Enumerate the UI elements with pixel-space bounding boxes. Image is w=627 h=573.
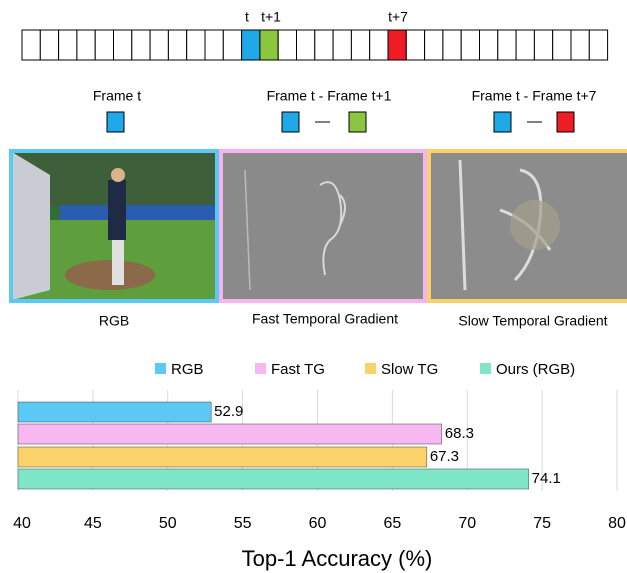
bar: [17, 401, 212, 423]
frame-cell: [570, 29, 590, 61]
legend-label: Ours (RGB): [496, 361, 575, 378]
frame-cell: [405, 29, 426, 61]
strip-label: t+7: [388, 9, 408, 25]
frame-strip: [21, 29, 609, 61]
caption: Fast Temporal Gradient: [252, 311, 398, 327]
frame-cell: [204, 29, 224, 61]
frame-icons: [106, 111, 575, 133]
frame-cell: [460, 29, 481, 61]
legend-swatch: [365, 363, 376, 374]
legend-swatch: [255, 363, 266, 374]
x-tick-label: 55: [234, 515, 252, 532]
frame-cell: [479, 29, 499, 61]
frame-cell: [442, 29, 462, 61]
x-tick-label: 75: [533, 515, 551, 532]
frame-cell: [149, 29, 169, 61]
x-tick-label: 50: [159, 515, 177, 532]
frame-label: Frame t - Frame t+7: [472, 88, 597, 104]
x-tick-label: 45: [84, 515, 102, 532]
value-label: 68.3: [445, 425, 474, 442]
strip-label: t: [245, 9, 249, 25]
value-label: 52.9: [214, 403, 243, 420]
frame-cell: [277, 29, 298, 61]
x-tick-label: 80: [608, 515, 626, 532]
caption: RGB: [99, 313, 129, 329]
image-border: [9, 149, 219, 303]
frame-cell: [131, 29, 151, 61]
x-tick-label: 60: [309, 515, 327, 532]
frame-cell: [497, 29, 517, 61]
frame-cell: [332, 29, 352, 61]
frame-cell: [76, 29, 96, 61]
frame-label: Frame t: [93, 88, 141, 104]
bar-chart: 40 45 50 55 60 65 70 75 80 RGB Fast TG Slow TG Ours …: [13, 361, 626, 532]
frame-cell: [350, 29, 371, 61]
frame-cell: [259, 29, 279, 61]
frame-cell: [39, 29, 60, 61]
frame-cell: [515, 29, 535, 61]
slow-tg-image: [430, 152, 627, 300]
frame-cell: [94, 29, 114, 61]
caption: Slow Temporal Gradient: [458, 313, 607, 329]
frame-cell: [552, 29, 572, 61]
x-tick-label: 40: [13, 515, 31, 532]
frame-cell: [241, 29, 261, 61]
frame-cell: [58, 29, 78, 61]
frame-cell: [314, 29, 334, 61]
frame-cell: [533, 29, 554, 61]
frame-label: Frame t - Frame t+1: [267, 88, 392, 104]
bar: [17, 468, 529, 490]
x-axis-title: Top-1 Accuracy (%): [242, 546, 433, 571]
legend-label: RGB: [171, 361, 204, 378]
rgb-image: [12, 152, 216, 300]
frame-cell: [113, 29, 133, 61]
fast-tg-image: [222, 152, 424, 300]
frame-cell: [222, 29, 243, 61]
frame-cell: [167, 29, 188, 61]
frame-cell: [21, 29, 41, 61]
legend-label: Slow TG: [381, 361, 438, 378]
legend-label: Fast TG: [271, 361, 325, 378]
frame-cell: [387, 29, 407, 61]
value-label: 74.1: [532, 470, 561, 487]
frame-cell: [296, 29, 316, 61]
frame-cell: [424, 29, 444, 61]
bar: [17, 423, 443, 445]
frame-cell: [369, 29, 389, 61]
bar: [17, 446, 428, 468]
frame-cell: [186, 29, 206, 61]
image-border: [427, 149, 627, 303]
x-tick-label: 70: [458, 515, 476, 532]
value-label: 67.3: [430, 448, 459, 465]
image-border: [219, 149, 427, 303]
x-tick-label: 65: [383, 515, 401, 532]
frame-cell: [588, 29, 609, 61]
legend-swatch: [155, 363, 166, 374]
legend-swatch: [480, 363, 491, 374]
strip-label: t+1: [261, 9, 281, 25]
